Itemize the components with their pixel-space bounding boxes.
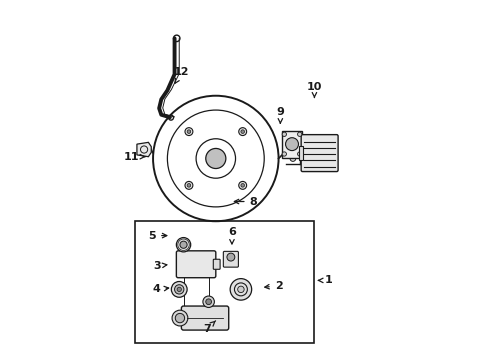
FancyBboxPatch shape [213,259,220,269]
Circle shape [289,156,295,161]
Text: 1: 1 [318,275,332,285]
Circle shape [171,282,187,297]
Circle shape [205,299,211,305]
Text: 6: 6 [227,227,235,244]
Circle shape [203,296,214,307]
Circle shape [176,238,190,252]
Text: 7: 7 [203,321,215,334]
Bar [135,221,314,343]
Circle shape [238,181,246,189]
Circle shape [297,132,301,136]
Circle shape [241,184,244,187]
FancyBboxPatch shape [301,135,337,172]
Circle shape [297,152,301,156]
Circle shape [241,130,244,134]
Circle shape [282,152,286,156]
Text: 2: 2 [264,281,282,291]
Circle shape [285,138,298,150]
Circle shape [230,279,251,300]
Polygon shape [137,142,151,157]
Circle shape [282,132,286,136]
Text: 5: 5 [148,231,166,240]
FancyBboxPatch shape [176,251,215,278]
FancyBboxPatch shape [223,251,238,267]
Circle shape [177,287,181,292]
Circle shape [175,314,184,323]
Circle shape [184,181,192,189]
Circle shape [187,130,190,134]
Circle shape [187,184,190,187]
Text: 9: 9 [276,107,284,123]
Circle shape [238,128,246,136]
Text: 11: 11 [123,152,145,162]
Bar [298,146,303,160]
Circle shape [180,241,187,248]
Text: 3: 3 [153,261,166,271]
Circle shape [226,253,234,261]
Circle shape [205,148,225,168]
Text: 4: 4 [152,284,168,294]
Text: 8: 8 [234,197,257,207]
Circle shape [174,285,183,294]
Circle shape [172,310,187,326]
Text: 12: 12 [174,67,189,83]
Circle shape [184,128,192,136]
FancyBboxPatch shape [181,306,228,330]
Circle shape [237,286,244,293]
Text: 10: 10 [306,82,322,98]
Bar [282,131,301,158]
